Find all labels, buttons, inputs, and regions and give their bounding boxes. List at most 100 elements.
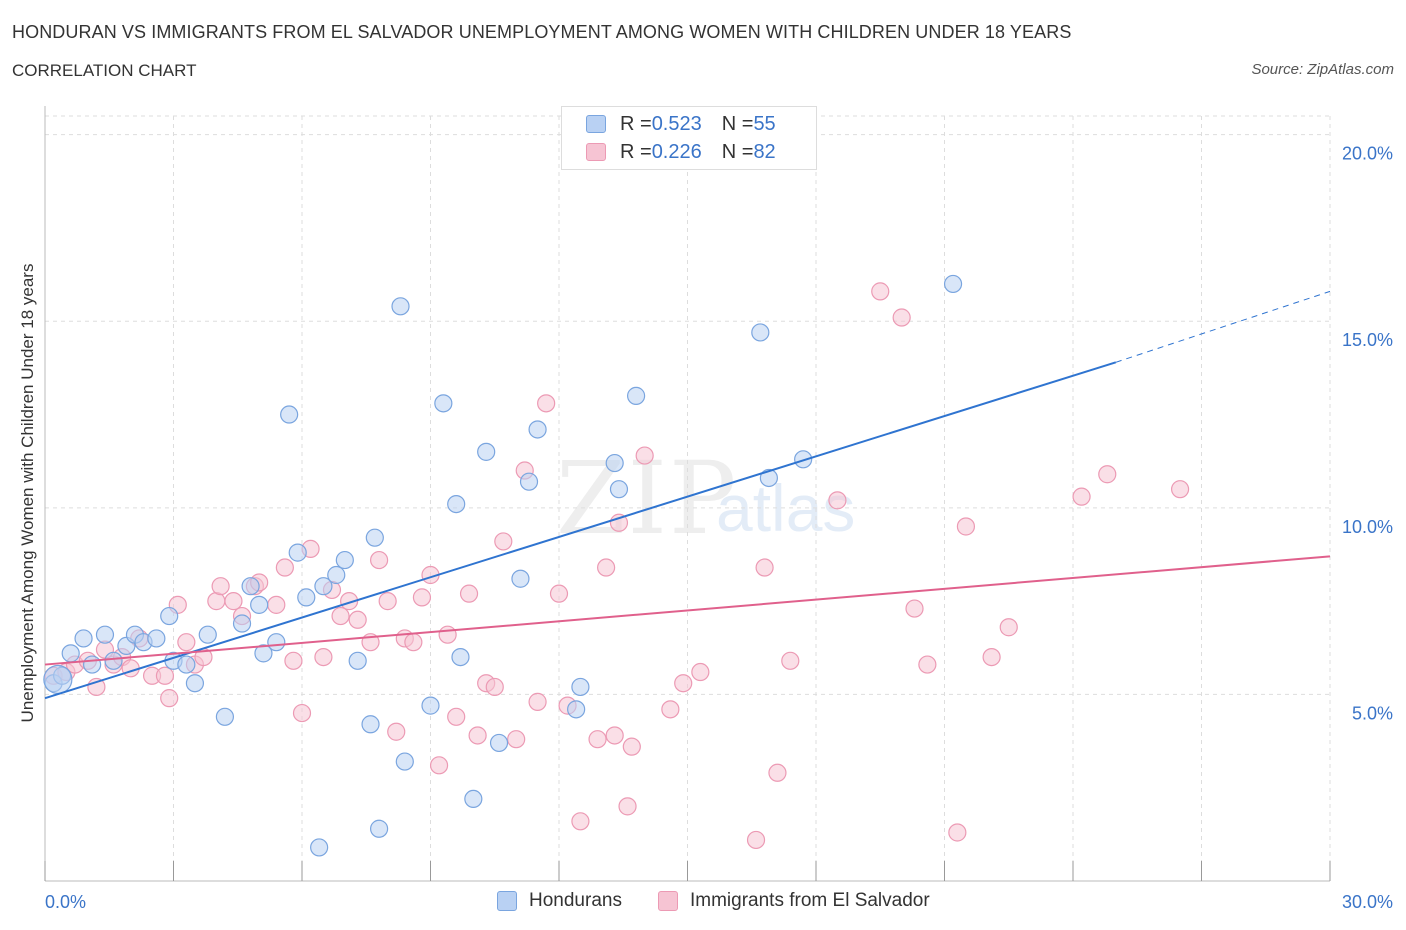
honduran-point [567,700,586,719]
grid-lines [45,115,1331,881]
legend-r-label: R = [620,140,652,163]
honduran-point [335,550,354,570]
el-salvador-point [507,730,526,749]
el-salvador-point [605,726,624,745]
el-salvador-point [121,659,140,678]
legend-r-value: 0.523 [651,112,702,135]
el-salvador-point [412,588,432,607]
honduran-point [327,565,346,585]
y-tick-label: 10.0% [1342,517,1393,537]
source-label: Source: ZipAtlas.com [1251,61,1394,78]
el-salvador-point [459,584,479,603]
el-salvador-point [404,633,423,652]
bottom-legend-el-salvador: Immigrants from El Salvador [658,888,930,914]
el-salvador-point [284,651,303,670]
honduran-point [751,323,770,342]
el-salvador-point [224,592,243,611]
bottom-legend-label: Hondurans [529,890,622,911]
el-salvador-point [378,592,397,611]
legend-n-label: N = [721,112,754,135]
honduran-point [185,674,205,693]
x-tick-label: 0.0% [45,892,86,912]
el-salvador-point [674,674,693,693]
honduran-point [434,394,453,413]
el-salvador-point [370,550,389,570]
honduran-point [280,405,299,424]
el-salvador-point [691,662,710,682]
honduran-point [626,386,646,405]
el-salvador-point [571,812,590,831]
y-tick-label: 20.0% [1342,144,1393,164]
legend-n-label: N = [721,140,754,163]
el-salvador-point [160,689,179,708]
el-salvador-point [828,491,847,510]
honduran-point [489,733,509,753]
honduran-point [61,644,80,663]
series-el-salvador-points [44,282,1190,850]
honduran-point [477,442,496,461]
honduran-point [365,528,384,547]
bottom-legend-hondurans: Hondurans [497,888,622,914]
honduran-point [447,494,466,514]
legend-r-label: R = [620,112,652,135]
el-salvador-point [528,692,547,711]
legend-swatch-blue [586,115,606,133]
series-hondurans-points [43,274,963,857]
hondurans-trend-extension [1115,290,1331,363]
el-salvador-point [267,595,286,614]
el-salvador-point [588,730,607,749]
honduran-point [609,480,629,499]
el-salvador-point [348,610,367,629]
honduran-point [254,644,273,663]
el-salvador-point [1170,480,1190,499]
honduran-point [605,453,624,473]
el-salvador-point [447,707,466,726]
legend-n-value: 82 [753,140,776,163]
el-salvador-point [549,584,569,603]
el-salvador-point [211,577,230,596]
el-salvador-point [755,558,774,577]
honduran-point [215,707,234,726]
honduran-point [147,629,166,648]
correlation-legend: R = 0.523 N = 55 R = 0.226 N = 82 [561,106,817,170]
el-salvador-point [494,532,513,551]
el-salvador-point [438,625,457,644]
el-salvador-point [1098,465,1117,484]
honduran-point [314,577,333,596]
trend-lines [44,290,1331,700]
honduran-point [198,625,217,644]
honduran-point [391,297,410,316]
honduran-point [528,420,547,439]
x-tick-label: 30.0% [1342,892,1393,912]
legend-row-el-salvador: R = 0.226 N = 82 [586,140,776,164]
el-salvador-point [485,677,504,697]
bottom-legend-label: Immigrants from El Salvador [690,890,930,911]
el-salvador-point [207,592,226,611]
honduran-point [451,647,470,667]
chart-subtitle: CORRELATION CHART [12,61,197,80]
el-salvador-point [597,558,616,577]
el-salvador-point [918,655,937,674]
honduran-point [83,655,102,674]
el-salvador-point [618,797,637,816]
honduran-point [519,472,539,491]
el-salvador-point [781,651,800,670]
honduran-point [74,629,93,648]
el-salvador-point [155,666,175,685]
el-salvador-point [314,647,333,667]
bottom-legend-swatch-blue [497,891,517,911]
honduran-point [943,274,963,294]
honduran-point [43,664,73,695]
honduran-point [95,625,115,644]
honduran-point [571,677,590,697]
el-salvador-point [661,700,680,719]
el-salvador-point [387,722,406,741]
bottom-legend-swatch-pink [658,891,678,911]
honduran-point [395,752,414,771]
honduran-point [297,588,316,607]
el-salvador-point [622,737,641,756]
y-tick-label: 15.0% [1342,330,1393,350]
el-salvador-point [892,308,911,327]
honduran-point [361,715,380,734]
el-salvador-point [999,618,1018,637]
